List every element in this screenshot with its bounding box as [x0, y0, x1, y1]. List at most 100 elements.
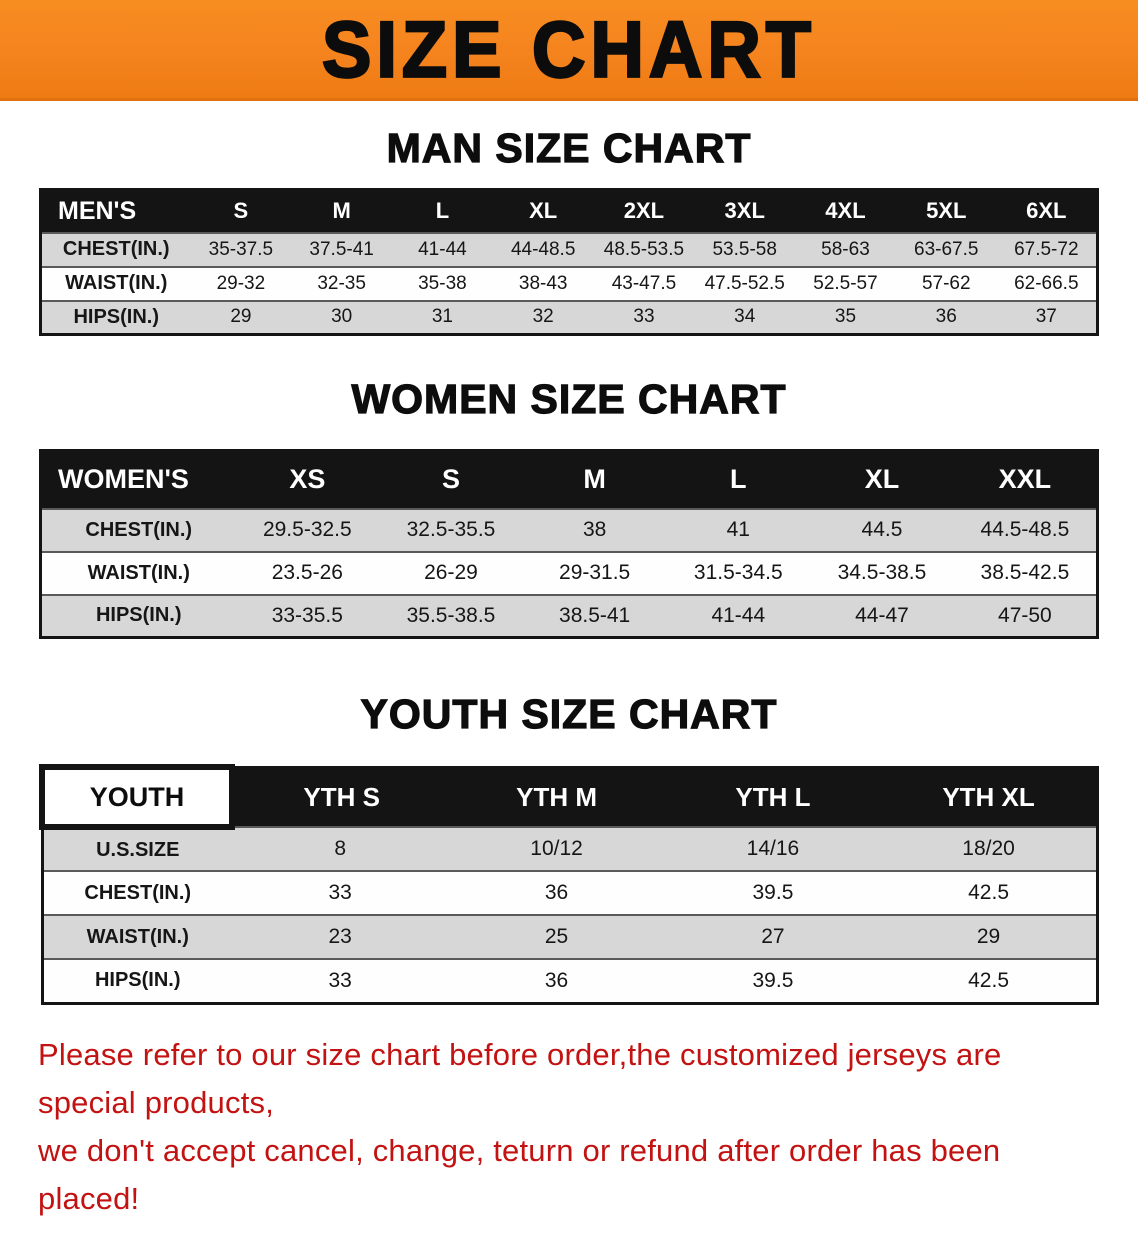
measurement-value-cell: 31.5-34.5 — [666, 550, 811, 595]
measurement-value-cell: 37.5-41 — [291, 231, 393, 267]
measurement-value-cell: 32 — [492, 299, 594, 335]
measurement-value-cell: 42.5 — [881, 870, 1098, 915]
size-column-header: 2XL — [593, 189, 695, 233]
size-column-header: YTH L — [664, 767, 882, 827]
measurement-row: HIPS(IN.) 29 30 31 32 33 34 35 36 37 — [40, 299, 1098, 335]
measurement-value-cell: 31 — [392, 299, 493, 335]
size-column-header: L — [666, 450, 811, 509]
table-title-cell: MEN'S — [40, 189, 191, 233]
measurement-label-cell: CHEST(IN.) — [40, 231, 191, 267]
measurement-value-cell: 23 — [232, 914, 449, 959]
measurement-value-cell: 39.5 — [664, 958, 882, 1003]
measurement-value-cell: 29-31.5 — [522, 550, 667, 595]
women-size-section: WOMEN SIZE CHART WOMEN'S XS S M L XL XXL CHEST(… — [0, 375, 1138, 639]
size-column-header: XL — [492, 189, 594, 233]
size-column-header: 4XL — [795, 189, 896, 233]
page-title: SIZE CHART — [321, 4, 816, 95]
measurement-row: WAIST(IN.) 23 25 27 29 — [42, 914, 1098, 959]
measurement-label-cell: U.S.SIZE — [42, 826, 232, 871]
size-column-header: M — [291, 189, 393, 233]
measurement-value-cell: 38.5-42.5 — [953, 550, 1098, 595]
measurement-value-cell: 47.5-52.5 — [694, 265, 796, 301]
measurement-value-cell: 25 — [448, 914, 665, 959]
size-column-header: 5XL — [895, 189, 997, 233]
table-title-cell: YOUTH — [39, 764, 235, 830]
measurement-row: CHEST(IN.) 29.5-32.5 32.5-35.5 38 41 44.5 44.5… — [40, 507, 1098, 552]
measurement-value-cell: 35-37.5 — [190, 231, 292, 267]
measurement-value-cell: 29 — [190, 299, 292, 335]
measurement-value-cell: 41-44 — [392, 231, 493, 267]
measurement-value-cell: 39.5 — [664, 870, 882, 915]
measurement-label-cell: CHEST(IN.) — [40, 507, 236, 552]
size-column-header: YTH XL — [881, 767, 1098, 827]
measurement-value-cell: 10/12 — [448, 826, 665, 871]
measurement-value-cell: 41-44 — [666, 593, 811, 638]
measurement-value-cell: 53.5-58 — [694, 231, 796, 267]
measurement-value-cell: 29-32 — [190, 265, 292, 301]
measurement-value-cell: 38 — [522, 507, 667, 552]
measurement-row: WAIST(IN.) 23.5-26 26-29 29-31.5 31.5-34.5 34… — [40, 550, 1098, 595]
size-column-header: L — [392, 189, 493, 233]
measurement-value-cell: 23.5-26 — [235, 550, 380, 595]
measurement-value-cell: 30 — [291, 299, 393, 335]
measurement-value-cell: 62-66.5 — [996, 265, 1098, 301]
youth-size-section: YOUTH SIZE CHART YOUTH YTH S YTH M YTH L YTH… — [0, 690, 1138, 1005]
measurement-value-cell: 34 — [694, 299, 796, 335]
women-size-table: WOMEN'S XS S M L XL XXL CHEST(IN.) 29.5-32.5 32.5… — [39, 449, 1099, 639]
measurement-value-cell: 37 — [996, 299, 1098, 335]
measurement-value-cell: 32-35 — [291, 265, 393, 301]
measurement-row: HIPS(IN.) 33-35.5 35.5-38.5 38.5-41 41-44 44-… — [40, 593, 1098, 638]
table-header-row: YOUTH YTH S YTH M YTH L YTH XL — [39, 764, 1098, 830]
table-title-cell: WOMEN'S — [40, 450, 236, 509]
measurement-label-cell: WAIST(IN.) — [40, 550, 236, 595]
size-column-header: 6XL — [996, 189, 1098, 233]
measurement-label-cell: HIPS(IN.) — [40, 593, 236, 638]
measurement-row: HIPS(IN.) 33 36 39.5 42.5 — [42, 958, 1098, 1003]
measurement-label-cell: WAIST(IN.) — [42, 914, 232, 959]
size-column-header: XXL — [953, 450, 1098, 509]
measurement-value-cell: 33 — [232, 870, 449, 915]
measurement-value-cell: 57-62 — [895, 265, 997, 301]
men-size-table: MEN'S S M L XL 2XL 3XL 4XL 5XL 6XL CHEST(IN.) 35-37… — [39, 188, 1099, 336]
measurement-value-cell: 41 — [666, 507, 811, 552]
measurement-value-cell: 44.5-48.5 — [953, 507, 1098, 552]
disclaimer-line-1: Please refer to our size chart before or… — [38, 1036, 1002, 1120]
size-column-header: 3XL — [694, 189, 796, 233]
measurement-row: U.S.SIZE 8 10/12 14/16 18/20 — [42, 826, 1098, 871]
measurement-value-cell: 36 — [895, 299, 997, 335]
measurement-value-cell: 35 — [795, 299, 896, 335]
measurement-value-cell: 35-38 — [392, 265, 493, 301]
men-section-heading: MAN SIZE CHART — [386, 124, 752, 171]
measurement-value-cell: 67.5-72 — [996, 231, 1098, 267]
size-column-header: S — [190, 189, 292, 233]
youth-section-heading: YOUTH SIZE CHART — [360, 690, 778, 737]
measurement-value-cell: 52.5-57 — [795, 265, 896, 301]
measurement-label-cell: HIPS(IN.) — [42, 958, 232, 1003]
size-column-header: XL — [810, 450, 954, 509]
size-column-header: YTH S — [232, 767, 449, 827]
measurement-value-cell: 58-63 — [795, 231, 896, 267]
measurement-value-cell: 36 — [448, 870, 665, 915]
size-column-header: YTH M — [448, 767, 665, 827]
measurement-value-cell: 32.5-35.5 — [379, 507, 523, 552]
women-section-heading: WOMEN SIZE CHART — [351, 375, 787, 422]
youth-size-table: YOUTH YTH S YTH M YTH L YTH XL U.S.SIZE 8 10/12… — [39, 764, 1099, 1005]
measurement-value-cell: 43-47.5 — [593, 265, 695, 301]
measurement-value-cell: 63-67.5 — [895, 231, 997, 267]
measurement-value-cell: 38-43 — [492, 265, 594, 301]
measurement-row: CHEST(IN.) 33 36 39.5 42.5 — [42, 870, 1098, 915]
measurement-value-cell: 14/16 — [664, 826, 882, 871]
measurement-value-cell: 42.5 — [881, 958, 1098, 1003]
measurement-label-cell: CHEST(IN.) — [42, 870, 232, 915]
measurement-row: CHEST(IN.) 35-37.5 37.5-41 41-44 44-48.5 48.5… — [40, 231, 1098, 267]
measurement-value-cell: 8 — [232, 826, 449, 871]
measurement-value-cell: 18/20 — [881, 826, 1098, 871]
measurement-value-cell: 26-29 — [379, 550, 523, 595]
measurement-value-cell: 33 — [593, 299, 695, 335]
measurement-value-cell: 44-48.5 — [492, 231, 594, 267]
measurement-value-cell: 47-50 — [953, 593, 1098, 638]
measurement-value-cell: 33-35.5 — [235, 593, 380, 638]
disclaimer-line-2: we don't accept cancel, change, teturn o… — [38, 1132, 1001, 1216]
measurement-value-cell: 44-47 — [810, 593, 954, 638]
measurement-value-cell: 36 — [448, 958, 665, 1003]
